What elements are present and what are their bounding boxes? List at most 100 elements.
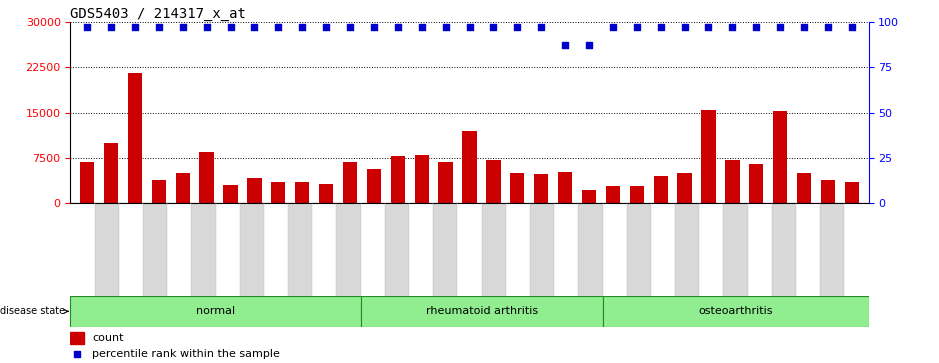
Bar: [223, 184, 238, 203]
Bar: [796, 203, 820, 296]
Bar: [654, 176, 668, 203]
Point: [773, 24, 788, 30]
Bar: [820, 203, 844, 296]
Bar: [95, 203, 119, 296]
Bar: [152, 180, 166, 203]
Bar: [578, 203, 603, 296]
Bar: [749, 164, 763, 203]
Bar: [361, 203, 385, 296]
Bar: [626, 203, 651, 296]
Bar: [143, 203, 167, 296]
Point: [318, 24, 333, 30]
Point: [176, 24, 191, 30]
Bar: [747, 203, 772, 296]
Point: [295, 24, 310, 30]
Bar: [797, 173, 811, 203]
Point: [103, 24, 118, 30]
Bar: [773, 111, 787, 203]
Point: [343, 24, 358, 30]
Bar: [343, 162, 357, 203]
Bar: [675, 203, 700, 296]
Bar: [361, 296, 603, 327]
Bar: [216, 203, 239, 296]
Point: [654, 24, 669, 30]
Bar: [510, 173, 525, 203]
Point: [558, 42, 573, 48]
Bar: [439, 162, 453, 203]
Bar: [128, 73, 142, 203]
Point: [821, 24, 836, 30]
Bar: [70, 296, 361, 327]
Point: [270, 24, 285, 30]
Bar: [725, 160, 740, 203]
Bar: [723, 203, 747, 296]
Point: [247, 24, 262, 30]
Point: [223, 24, 239, 30]
Bar: [530, 203, 554, 296]
Bar: [70, 203, 95, 296]
Bar: [606, 186, 620, 203]
Point: [748, 24, 763, 30]
Point: [533, 24, 548, 30]
Text: normal: normal: [196, 306, 235, 316]
Bar: [295, 182, 309, 203]
Point: [199, 24, 214, 30]
Text: disease state: disease state: [0, 306, 69, 316]
Text: osteoarthritis: osteoarthritis: [699, 306, 773, 316]
Bar: [239, 203, 264, 296]
Bar: [409, 203, 433, 296]
Point: [366, 24, 381, 30]
Point: [844, 24, 859, 30]
Point: [80, 24, 95, 30]
Bar: [199, 152, 214, 203]
Point: [151, 24, 166, 30]
Bar: [700, 203, 723, 296]
Bar: [844, 203, 869, 296]
Bar: [367, 169, 381, 203]
Bar: [558, 172, 572, 203]
Text: GDS5403 / 214317_x_at: GDS5403 / 214317_x_at: [70, 7, 246, 21]
Text: rheumatoid arthritis: rheumatoid arthritis: [425, 306, 538, 316]
Bar: [313, 203, 336, 296]
Bar: [630, 186, 644, 203]
Bar: [462, 131, 477, 203]
Point: [128, 24, 143, 30]
Bar: [506, 203, 530, 296]
Bar: [391, 156, 405, 203]
Bar: [482, 203, 506, 296]
Bar: [457, 203, 482, 296]
Point: [439, 24, 454, 30]
Bar: [336, 203, 361, 296]
Point: [69, 351, 85, 356]
Point: [510, 24, 525, 30]
Point: [700, 24, 716, 30]
Bar: [104, 143, 118, 203]
Point: [485, 24, 500, 30]
Bar: [80, 162, 94, 203]
Bar: [247, 178, 262, 203]
Point: [462, 24, 477, 30]
Bar: [176, 173, 190, 203]
Bar: [288, 203, 313, 296]
Bar: [433, 203, 457, 296]
Point: [414, 24, 429, 30]
Point: [391, 24, 406, 30]
Bar: [701, 110, 716, 203]
Text: percentile rank within the sample: percentile rank within the sample: [92, 348, 280, 359]
Bar: [603, 296, 869, 327]
Bar: [414, 155, 429, 203]
Point: [796, 24, 811, 30]
Bar: [845, 182, 859, 203]
Point: [606, 24, 621, 30]
Bar: [167, 203, 192, 296]
Point: [629, 24, 644, 30]
Point: [677, 24, 692, 30]
Bar: [70, 332, 85, 344]
Bar: [264, 203, 288, 296]
Bar: [534, 174, 548, 203]
Point: [581, 42, 596, 48]
Bar: [582, 190, 596, 203]
Point: [725, 24, 740, 30]
Bar: [603, 203, 626, 296]
Bar: [192, 203, 216, 296]
